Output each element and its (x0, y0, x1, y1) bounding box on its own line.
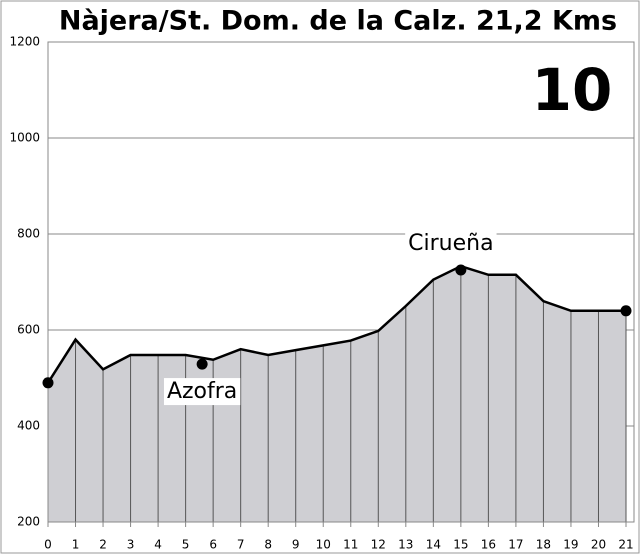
x-tick-label: 16 (481, 538, 496, 552)
x-tick-label: 21 (618, 538, 633, 552)
marker (620, 305, 632, 317)
x-tick-label: 12 (371, 538, 386, 552)
x-tick-label: 13 (398, 538, 413, 552)
marker (455, 264, 467, 276)
x-tick-label: 17 (508, 538, 523, 552)
x-tick-label: 14 (426, 538, 441, 552)
x-tick-label: 3 (127, 538, 135, 552)
area-fill (48, 266, 626, 522)
x-tick-label: 9 (292, 538, 300, 552)
x-tick-label: 1 (72, 538, 80, 552)
y-tick-label: 1000 (9, 131, 40, 145)
x-tick-label: 2 (99, 538, 107, 552)
x-tick-label: 6 (209, 538, 217, 552)
marker-label: Cirueña (408, 231, 493, 256)
y-tick-label: 800 (17, 227, 40, 241)
y-tick-label: 200 (17, 515, 40, 529)
y-tick-label: 1200 (9, 35, 40, 49)
x-tick-label: 20 (591, 538, 606, 552)
y-tick-label: 600 (17, 323, 40, 337)
chart-title: Nàjera/St. Dom. de la Calz. 21,2 Kms (59, 6, 617, 37)
x-tick-label: 8 (264, 538, 272, 552)
x-tick-label: 19 (563, 538, 578, 552)
label-bg (163, 378, 241, 406)
marker (42, 377, 54, 389)
x-tick-label: 15 (453, 538, 468, 552)
stage-number: 10 (532, 56, 613, 124)
plot-border (47, 41, 635, 523)
x-tick-label: 7 (237, 538, 245, 552)
x-tick-label: 4 (154, 538, 162, 552)
marker (196, 358, 208, 370)
x-tick-label: 5 (182, 538, 190, 552)
label-bg (405, 230, 497, 257)
x-tick-label: 10 (316, 538, 331, 552)
profile-line (46, 264, 626, 384)
x-tick-label: 0 (44, 538, 52, 552)
x-tick-label: 11 (343, 538, 358, 552)
marker-label: Azofra (167, 379, 237, 404)
y-tick-label: 400 (17, 419, 40, 433)
x-tick-label: 18 (536, 538, 551, 552)
